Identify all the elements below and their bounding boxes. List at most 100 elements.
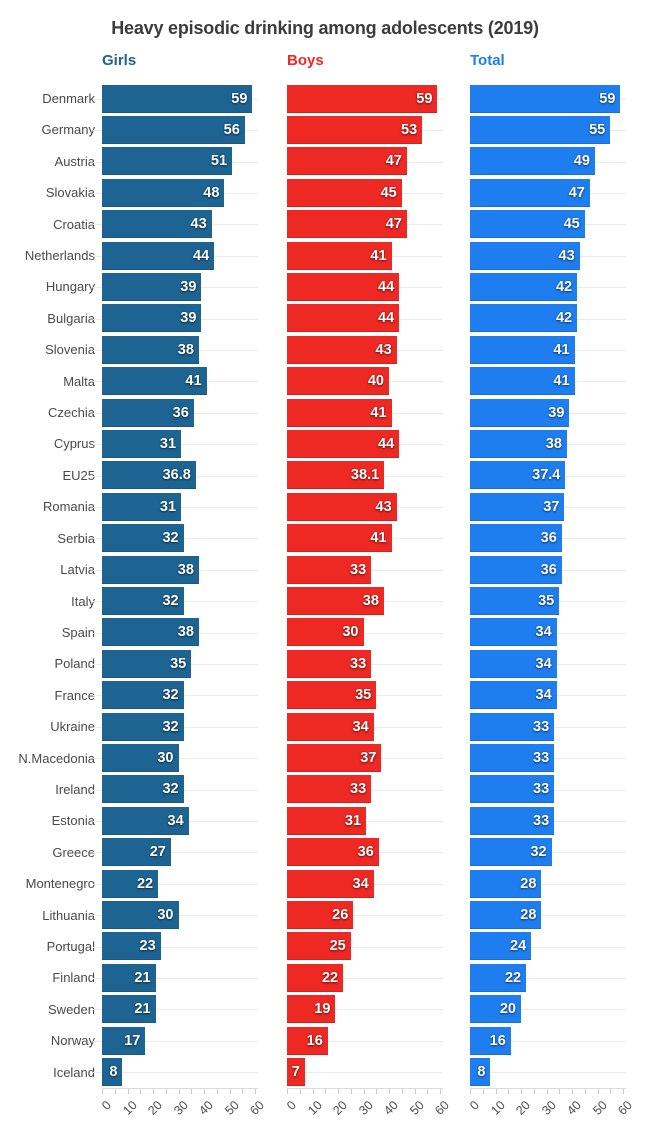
bar-row: 41 xyxy=(470,334,638,365)
axis-tick xyxy=(572,1089,573,1094)
bar-row: 36 xyxy=(470,523,638,554)
bar-boys-ukraine: 34 xyxy=(287,712,374,741)
bar-value-label: 27 xyxy=(149,844,166,861)
row-guide-line xyxy=(287,1040,443,1042)
bar-boys-norway: 16 xyxy=(287,1026,328,1055)
bar-row: 59 xyxy=(470,83,638,114)
bar-total-germany: 55 xyxy=(470,115,611,144)
bar-row: 33 xyxy=(470,743,638,774)
bar-value-label: 16 xyxy=(489,1032,506,1049)
bar-row: 32 xyxy=(93,774,270,805)
bar-row: 41 xyxy=(287,523,455,554)
bar-total-serbia: 36 xyxy=(470,524,562,553)
bar-value-label: 26 xyxy=(332,907,349,924)
bar-value-label: 25 xyxy=(329,938,346,955)
bar-total-estonia: 33 xyxy=(470,806,555,835)
bar-girls-greece: 27 xyxy=(102,838,171,867)
bar-row: 38 xyxy=(287,586,455,617)
bar-girls-cyprus: 31 xyxy=(102,429,182,458)
bar-row: 36.8 xyxy=(93,460,270,491)
bar-girls-netherlands: 44 xyxy=(102,241,215,270)
row-guide-line xyxy=(93,978,258,980)
axis-tick-label: 40 xyxy=(564,1098,584,1118)
bar-value-label: 45 xyxy=(380,184,397,201)
axis-tick-label: 20 xyxy=(330,1098,350,1118)
panel-boys: Boys 59 53 47 45 47 41 44 44 43 40 41 44 38.1 43 41 33 3… xyxy=(284,50,455,1131)
bar-row: 31 xyxy=(287,805,455,836)
bar-value-label: 22 xyxy=(321,969,339,986)
row-guide-line xyxy=(470,1040,626,1042)
axis-tick xyxy=(338,1089,339,1094)
bar-row: 19 xyxy=(287,994,455,1025)
bar-row: 33 xyxy=(470,805,638,836)
bar-row: 30 xyxy=(287,617,455,648)
bar-value-label: 36 xyxy=(540,561,557,578)
axis-tick xyxy=(470,1089,471,1094)
axis-tick xyxy=(287,1089,288,1094)
axis-tick xyxy=(508,1089,510,1094)
axis-tick xyxy=(165,1089,167,1094)
bar-value-label: 48 xyxy=(203,184,220,201)
bar-value-label: 33 xyxy=(533,812,550,829)
bar-total-romania: 37 xyxy=(470,492,565,521)
bar-boys-iceland: 7 xyxy=(287,1058,305,1087)
bar-row: 40 xyxy=(287,366,455,397)
bar-value-label: 44 xyxy=(378,278,395,295)
bar-value-label: 34 xyxy=(167,812,184,829)
bar-value-label: 53 xyxy=(401,121,418,138)
bar-value-label: 47 xyxy=(568,184,585,201)
axis-tick xyxy=(255,1089,256,1094)
category-label: Norway xyxy=(50,1033,95,1049)
bars-total: 59 55 49 47 45 43 42 42 41 41 39 38 37.4 37 36 36 35 34 34… xyxy=(470,83,638,1088)
axis-tick-label: 10 xyxy=(304,1098,325,1118)
bar-value-label: 33 xyxy=(533,750,550,767)
bar-value-label: 59 xyxy=(231,90,248,107)
bar-value-label: 32 xyxy=(162,593,179,609)
axis-tick xyxy=(153,1089,154,1094)
bar-row: 39 xyxy=(93,271,270,302)
bar-total-n.macedonia: 33 xyxy=(470,744,555,773)
bar-row: 38.1 xyxy=(287,460,455,491)
axis-tick xyxy=(178,1089,180,1094)
bar-value-label: 21 xyxy=(134,969,151,986)
bar-value-label: 33 xyxy=(533,718,550,735)
bar-total-latvia: 36 xyxy=(470,555,562,584)
bar-value-label: 33 xyxy=(350,781,367,798)
axis-tick-label: 50 xyxy=(406,1098,427,1118)
bar-value-label: 34 xyxy=(352,718,369,735)
axis-tick xyxy=(204,1089,205,1094)
bar-value-label: 7 xyxy=(291,1064,300,1081)
bar-row: 35 xyxy=(287,680,455,711)
bar-row: 47 xyxy=(470,177,638,208)
row-guide-line xyxy=(93,1009,258,1011)
bar-girls-finland: 21 xyxy=(102,963,156,992)
bar-total-france: 34 xyxy=(470,681,557,710)
bar-value-label: 35 xyxy=(170,655,187,672)
bar-value-label: 24 xyxy=(510,938,527,955)
axis-tick xyxy=(114,1089,116,1094)
category-label: Sweden xyxy=(48,1001,95,1017)
axis-tick-label: 40 xyxy=(196,1098,216,1118)
row-guide-line xyxy=(470,883,626,885)
row-guide-line xyxy=(287,1072,443,1074)
bar-total-iceland: 8 xyxy=(470,1058,491,1087)
bar-row: 31 xyxy=(93,428,270,459)
axis-tick xyxy=(389,1089,390,1094)
category-label: Slovakia xyxy=(45,185,95,201)
bar-row: 36 xyxy=(287,837,455,868)
bar-girls-montenegro: 22 xyxy=(102,869,159,898)
category-label: EU25 xyxy=(62,467,95,483)
bar-row: 39 xyxy=(470,397,638,428)
bar-row: 38 xyxy=(93,334,270,365)
bar-value-label: 39 xyxy=(180,310,197,327)
axis-tick-label: 30 xyxy=(170,1098,191,1118)
category-label: France xyxy=(54,687,95,703)
axis-tick-label: 50 xyxy=(589,1098,610,1118)
bar-girls-n.macedonia: 30 xyxy=(102,744,179,773)
bar-boys-latvia: 33 xyxy=(287,555,372,584)
bar-value-label: 8 xyxy=(477,1064,486,1081)
bar-value-label: 38.1 xyxy=(350,467,380,484)
bar-value-label: 43 xyxy=(190,216,207,233)
bar-boys-romania: 43 xyxy=(287,492,397,521)
row-guide-line xyxy=(93,946,258,948)
